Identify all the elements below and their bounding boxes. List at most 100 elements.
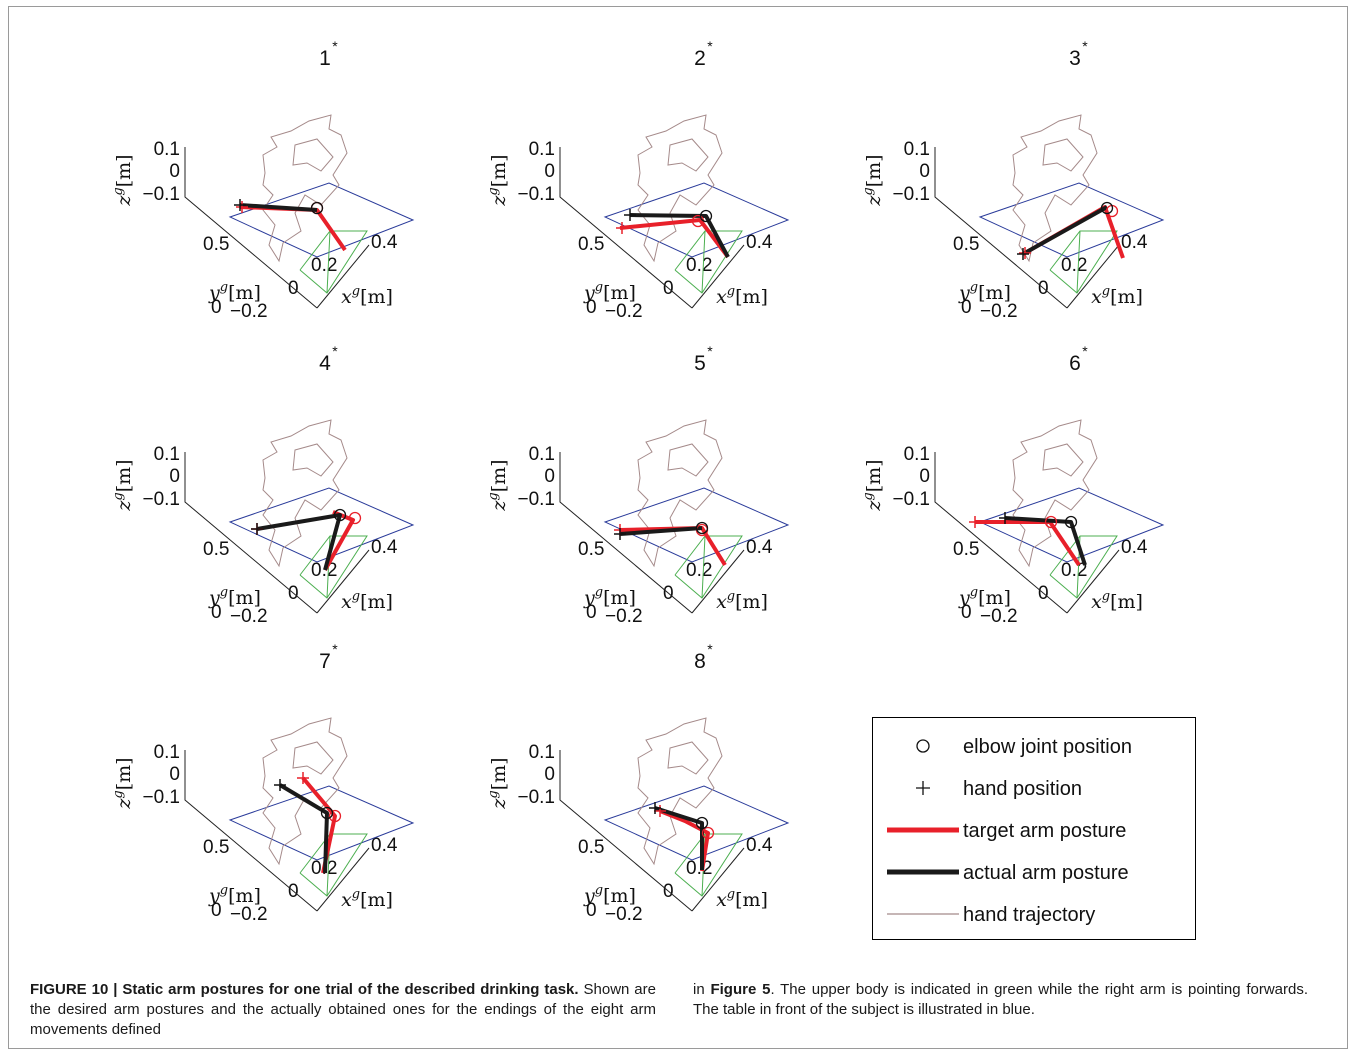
upper-body [326, 230, 331, 294]
z-tick-label: −0.1 [142, 787, 180, 808]
y-axis-label-text: yg[m] [208, 585, 261, 609]
y-axis-label: yg[m] [208, 883, 261, 907]
upper-body [299, 833, 368, 897]
x-tick-label: −0.2 [980, 301, 1018, 322]
x-tick-label: 0.2 [311, 255, 337, 276]
x-tick-label: −0.2 [230, 606, 268, 627]
x-axis-label: xg[m] [716, 284, 768, 308]
legend-item-label: target arm posture [963, 820, 1126, 842]
legend-item-label: actual arm posture [963, 862, 1129, 884]
z-axis-label: zg[m] [111, 154, 135, 206]
y-tick-label: 0 [586, 900, 597, 921]
legend-item-label: hand trajectory [963, 904, 1095, 926]
z-tick-label: 0 [169, 764, 180, 785]
upper-body [674, 833, 743, 897]
target-arm [659, 809, 710, 872]
y-axis-label-text: yg[m] [583, 280, 636, 304]
target-elbow-marker [348, 511, 362, 525]
z-axis-label: zg[m] [861, 459, 885, 511]
elbow-marker [1100, 201, 1114, 215]
y-tick-label: 0 [211, 297, 222, 318]
upper-body [1049, 230, 1118, 294]
caption-text-right-pre: in [693, 981, 711, 998]
z-tick-label: 0 [169, 466, 180, 487]
elbow-marker [695, 816, 709, 830]
x-tick-label: −0.2 [605, 904, 643, 925]
z-tick-label: −0.1 [517, 787, 555, 808]
z-tick-label: 0 [919, 466, 930, 487]
panel-title-star-7: * [332, 641, 338, 657]
upper-body [299, 230, 368, 294]
x-tick-label: −0.2 [605, 606, 643, 627]
plot-panel-5: 5 * 0.1 0 −0.1 zg[m] 0.5 0 yg[m] −0.2 0 0.2 0.4 xg[m] [470, 340, 830, 640]
x-axis-label-text: xg[m] [716, 589, 768, 613]
target-hand-marker [297, 772, 309, 784]
z-axis-label-text: zg[m] [486, 154, 510, 206]
plot-panel-2: 2 * 0.1 0 −0.1 zg[m] 0.5 0 yg[m] −0.2 0 0.2 0.4 xg[m] [470, 35, 830, 335]
legend-item-label: elbow joint position [963, 736, 1132, 758]
axis-frame [1066, 244, 1120, 309]
x-axis-label: xg[m] [1091, 284, 1143, 308]
x-tick-label: −0.2 [605, 301, 643, 322]
axis-frame [934, 147, 1068, 309]
x-tick-label: 0.4 [746, 537, 773, 558]
z-axis-label: zg[m] [111, 757, 135, 809]
hand-trajectory [637, 419, 723, 568]
plot-panel-6: 6 * 0.1 0 −0.1 zg[m] 0.5 0 yg[m] −0.2 0 0.2 0.4 xg[m] [845, 340, 1205, 640]
target-hand-marker [616, 222, 628, 234]
legend-graphic: elbow joint position hand position target … [887, 736, 1132, 926]
panel-title-7: 7 [319, 650, 331, 673]
axis-frame [934, 452, 1068, 614]
x-axis-label: xg[m] [341, 589, 393, 613]
z-axis-label: zg[m] [486, 757, 510, 809]
x-tick-label: 0.4 [746, 835, 773, 856]
x-axis-label: xg[m] [716, 589, 768, 613]
target-hand-marker [236, 201, 248, 213]
target-elbow-marker [328, 809, 342, 823]
x-tick-label: 0.2 [1061, 255, 1087, 276]
y-tick-label: 0.5 [203, 539, 229, 560]
axis-frame [316, 549, 370, 614]
y-axis-label-text: yg[m] [958, 280, 1011, 304]
table-outline [978, 487, 1165, 563]
axis-frame [559, 750, 693, 912]
y-tick-label: 0.5 [953, 539, 979, 560]
panel-title-star-6: * [1082, 343, 1088, 359]
hand-marker [649, 802, 661, 814]
hand-marker [251, 523, 263, 535]
elbow-marker [699, 209, 713, 223]
figure-frame [8, 6, 1348, 1049]
y-tick-label: 0.5 [578, 234, 604, 255]
actual-arm [619, 526, 703, 536]
y-axis-label-text: yg[m] [208, 280, 261, 304]
z-tick-label: 0.1 [904, 444, 930, 465]
x-axis-label: xg[m] [1091, 589, 1143, 613]
hand-marker [1017, 248, 1029, 260]
hand-trajectory [262, 717, 348, 866]
hand-trajectory [1012, 419, 1098, 568]
y-axis-label-text: yg[m] [208, 883, 261, 907]
z-tick-label: 0.1 [154, 742, 180, 763]
x-tick-label: 0.2 [311, 560, 337, 581]
z-axis-label-text: zg[m] [111, 154, 135, 206]
axis-frame [691, 549, 745, 614]
z-axis-label-text: zg[m] [486, 459, 510, 511]
hand-marker [274, 779, 286, 791]
target-hand-marker [969, 516, 981, 528]
x-axis-label-text: xg[m] [341, 589, 393, 613]
y-tick-label: 0.5 [203, 234, 229, 255]
panel-title-2: 2 [694, 47, 706, 70]
axis-frame [691, 847, 745, 912]
upper-body [1076, 230, 1081, 294]
x-axis-label-text: xg[m] [1091, 589, 1143, 613]
x-tick-label: 0.4 [1121, 537, 1148, 558]
panel-title-1: 1 [319, 47, 331, 70]
panel-title-star-2: * [707, 38, 713, 54]
y-axis-label: yg[m] [958, 280, 1011, 304]
z-tick-label: 0 [169, 161, 180, 182]
